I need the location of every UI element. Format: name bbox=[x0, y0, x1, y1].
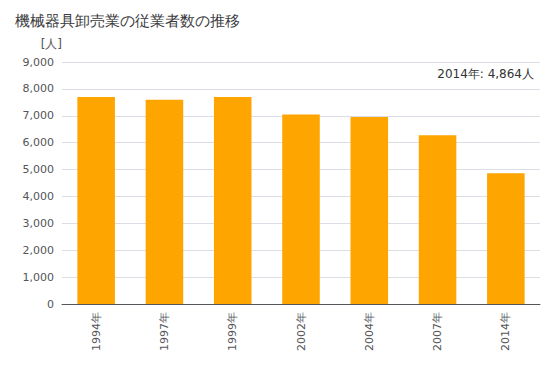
svg-text:7,000: 7,000 bbox=[23, 109, 55, 122]
svg-text:1997年: 1997年 bbox=[158, 312, 171, 351]
svg-text:2014年: 4,864人: 2014年: 4,864人 bbox=[437, 67, 534, 81]
svg-text:9,000: 9,000 bbox=[23, 56, 55, 69]
svg-text:1994年: 1994年 bbox=[90, 312, 103, 351]
svg-text:8,000: 8,000 bbox=[23, 82, 55, 95]
svg-text:5,000: 5,000 bbox=[23, 163, 55, 176]
svg-text:[人]: [人] bbox=[41, 37, 62, 51]
svg-text:2002年: 2002年 bbox=[295, 312, 308, 351]
svg-text:2007年: 2007年 bbox=[431, 312, 444, 351]
svg-text:2004年: 2004年 bbox=[363, 312, 376, 351]
svg-text:2,000: 2,000 bbox=[23, 244, 55, 257]
svg-text:3,000: 3,000 bbox=[23, 217, 55, 230]
svg-text:1999年: 1999年 bbox=[226, 312, 239, 351]
svg-text:0: 0 bbox=[47, 298, 54, 311]
svg-text:4,000: 4,000 bbox=[23, 190, 55, 203]
svg-text:機械器具卸売業の従業者数の推移: 機械器具卸売業の従業者数の推移 bbox=[15, 12, 240, 30]
svg-text:6,000: 6,000 bbox=[23, 136, 55, 149]
svg-text:2014年: 2014年 bbox=[499, 312, 512, 351]
svg-text:1,000: 1,000 bbox=[23, 271, 55, 284]
